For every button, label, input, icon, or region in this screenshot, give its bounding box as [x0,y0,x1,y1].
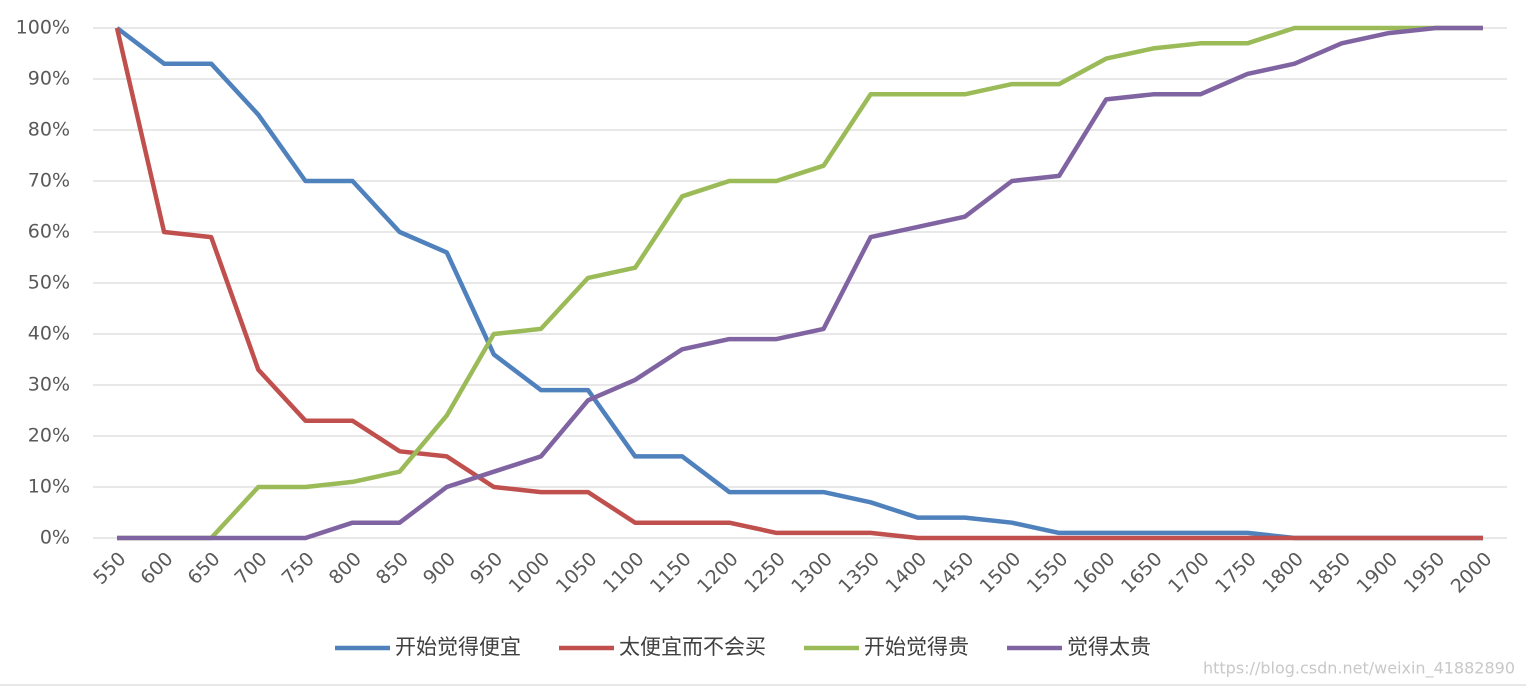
legend-label: 太便宜而不会买 [619,635,766,659]
y-tick-label: 70% [28,170,70,192]
series-line [117,25,1483,541]
y-tick-label: 50% [28,272,70,294]
y-tick-label: 40% [28,323,70,345]
y-tick-label: 100% [16,17,70,39]
watermark: https://blog.csdn.net/weixin_41882890 [1203,659,1515,679]
legend-label: 觉得太贵 [1067,635,1151,659]
series-line [114,27,1483,541]
y-tick-label: 90% [28,68,70,90]
y-tick-label: 60% [28,221,70,243]
series-line [115,26,1483,541]
y-tick-label: 10% [28,476,70,498]
legend-label: 开始觉得贵 [864,635,969,659]
series-line [117,25,1483,541]
legend-label: 开始觉得便宜 [395,635,521,659]
y-tick-label: 0% [40,527,70,549]
y-tick-label: 20% [28,425,70,447]
y-tick-label: 30% [28,374,70,396]
y-tick-label: 80% [28,119,70,141]
